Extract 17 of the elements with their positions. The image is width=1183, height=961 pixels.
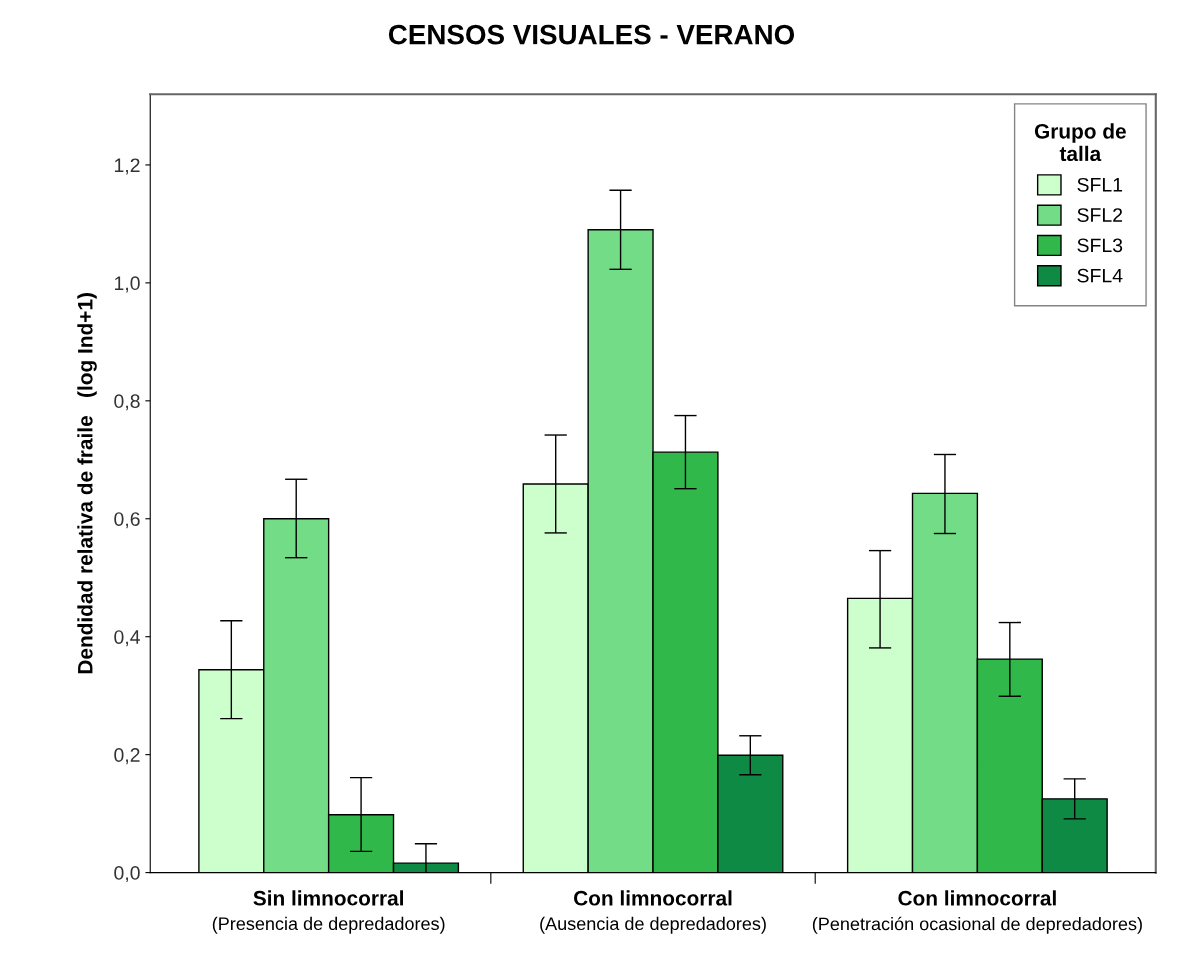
y-tick-label: 1,2	[114, 158, 140, 175]
y-tick-label: 0,4	[114, 630, 140, 647]
legend-label: SFL3	[1077, 238, 1123, 253]
x-tick-label: Sin limnocorral (Presencia de depredadores)	[212, 890, 445, 934]
legend-title: Grupo de talla	[1034, 123, 1126, 162]
y-axis-title: Dendidad relativa de fraile (log Ind+1)	[77, 293, 97, 674]
y-tick-label: 0,2	[114, 748, 140, 765]
y-tick-label: 0,6	[114, 512, 140, 529]
legend-label: SFL2	[1077, 208, 1123, 222]
chart-title: CENSOS VISUALES - VERANO	[388, 24, 795, 45]
y-tick-label: 0,8	[114, 394, 140, 411]
legend-label: SFL4	[1077, 268, 1123, 283]
y-tick-label: 0,0	[114, 866, 140, 883]
x-tick-label: Con limnocorral (Penetración ocasional de depredadores)	[812, 890, 1142, 934]
legend-label: SFL1	[1077, 177, 1123, 192]
x-tick-label: Con limnocorral (Ausencia de depredadores)	[540, 890, 766, 934]
y-tick-label: 1,0	[114, 276, 140, 293]
